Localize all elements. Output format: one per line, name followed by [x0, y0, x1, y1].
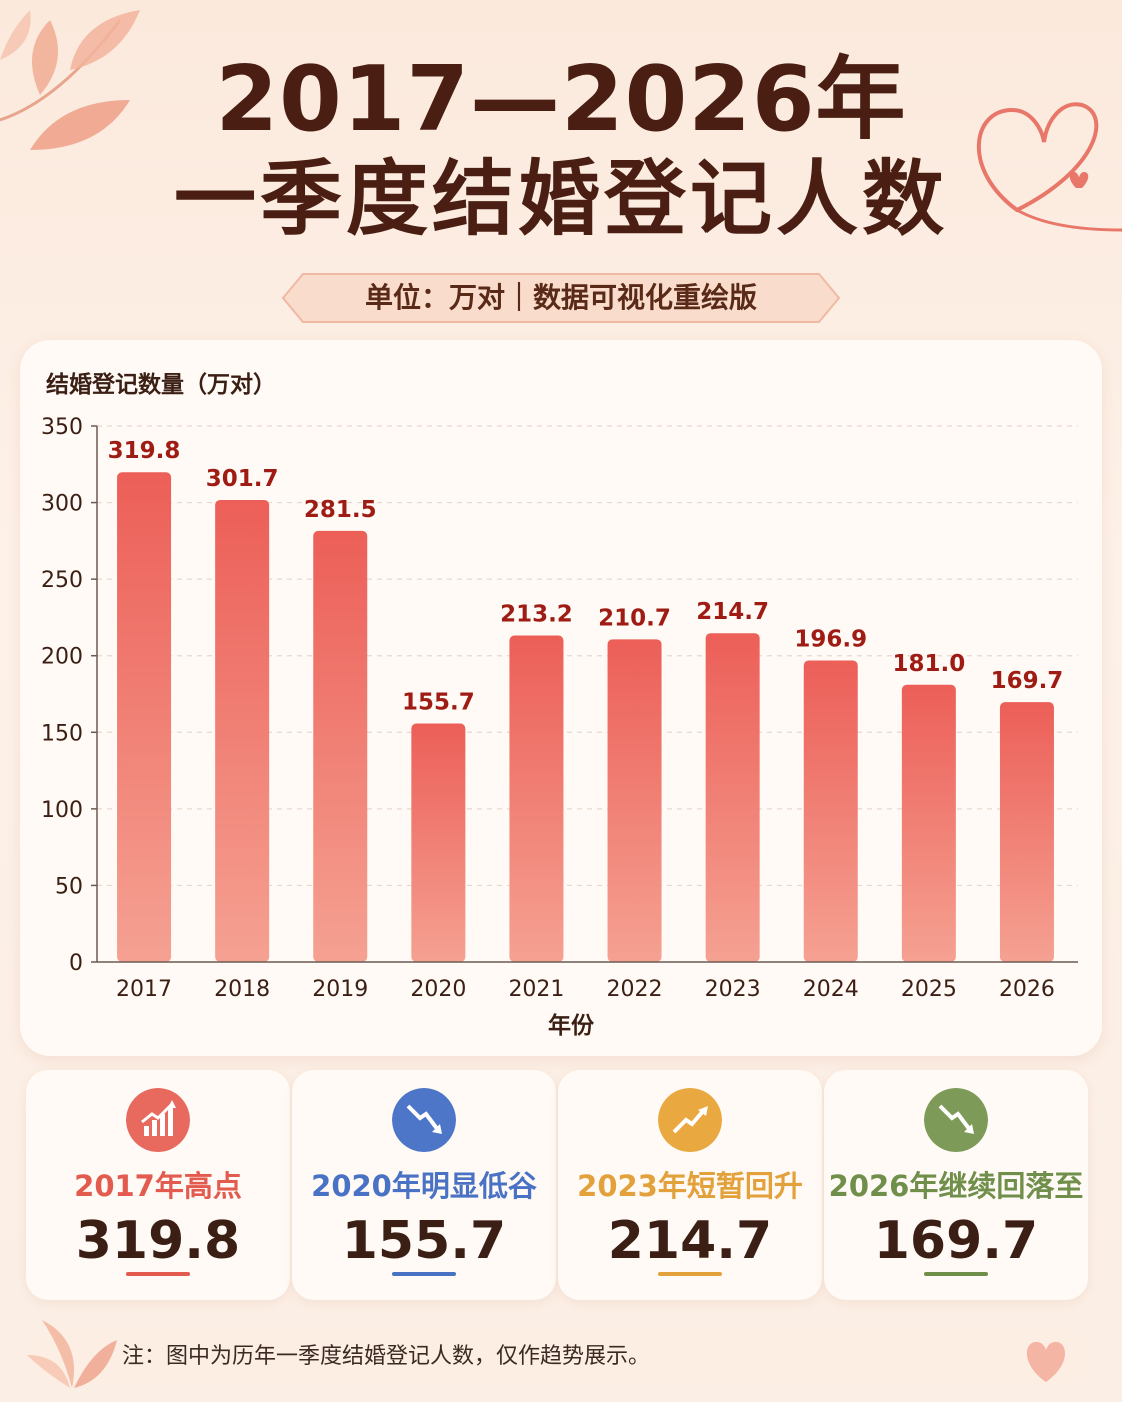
- x-tick-label: 2021: [508, 977, 564, 1002]
- stat-value: 169.7: [873, 1211, 1039, 1271]
- stat-card-peak: 2017年高点 319.8: [26, 1070, 290, 1300]
- stat-card-low: 2020年明显低谷 155.7: [292, 1070, 556, 1300]
- rising-arrow-icon: [658, 1088, 722, 1152]
- bar-value-label: 214.7: [696, 599, 769, 625]
- stat-value: 319.8: [75, 1211, 241, 1271]
- rising-bar-chart-icon: [126, 1088, 190, 1152]
- x-tick-label: 2026: [999, 977, 1055, 1002]
- bar-chart: 结婚登记数量（万对） 年份 319.8 301.7 281.5 155.7 213.2 2…: [41, 371, 1078, 1039]
- bar-value-label: 281.5: [304, 497, 377, 523]
- stat-label: 2017年高点: [74, 1169, 242, 1203]
- bar-value-label: 319.8: [108, 438, 181, 464]
- bar-value-label: 181.0: [892, 651, 965, 677]
- bar-value-label: 213.2: [500, 601, 573, 627]
- stat-label: 2026年继续回落至: [828, 1169, 1084, 1203]
- heart-decoration-icon: [1026, 1341, 1066, 1382]
- bar-value-label: 155.7: [402, 690, 475, 716]
- stat-label: 2020年明显低谷: [311, 1169, 537, 1203]
- chart-card: 结婚登记数量（万对） 年份 319.8 301.7 281.5 155.7 213.2 2…: [20, 340, 1102, 1056]
- leaf-decoration-icon: [0, 10, 140, 150]
- bar-2020: [411, 723, 466, 962]
- footnote-bar: 注：图中为历年一季度结婚登记人数，仅作趋势展示。: [30, 1328, 1092, 1386]
- y-tick-label: 150: [41, 721, 83, 746]
- bar-2017: [117, 472, 172, 962]
- bar-2022: [607, 639, 662, 962]
- x-tick-label: 2020: [410, 977, 466, 1002]
- y-tick-label: 300: [41, 492, 83, 517]
- falling-arrow-icon: [924, 1088, 988, 1152]
- page-title-line1: 2017—2026年: [215, 47, 907, 152]
- bar-2026: [999, 702, 1054, 962]
- x-tick-label: 2022: [607, 977, 663, 1002]
- stat-label: 2023年短暂回升: [577, 1169, 803, 1203]
- stat-underline: [658, 1272, 722, 1276]
- x-tick-label: 2019: [312, 977, 368, 1002]
- stat-value: 214.7: [607, 1211, 773, 1271]
- bar-2018: [215, 499, 270, 962]
- subtitle-ribbon: 单位：万对｜数据可视化重绘版: [281, 272, 841, 324]
- bar-2021: [509, 635, 564, 962]
- stat-underline: [392, 1272, 456, 1276]
- bar-value-label: 301.7: [206, 466, 279, 492]
- subtitle: 单位：万对｜数据可视化重绘版: [364, 281, 757, 314]
- leaf-decoration-icon: [27, 1320, 117, 1388]
- y-tick-label: 100: [41, 798, 83, 823]
- bar-2019: [313, 530, 368, 962]
- falling-arrow-icon: [392, 1088, 456, 1152]
- x-tick-label: 2023: [705, 977, 761, 1002]
- y-tick-label: 200: [41, 645, 83, 670]
- x-tick-label: 2025: [901, 977, 957, 1002]
- heart-decoration-icon: [976, 102, 1122, 232]
- stat-value: 155.7: [341, 1211, 507, 1271]
- y-axis-title: 结婚登记数量（万对）: [46, 371, 276, 398]
- stat-card-rebound: 2023年短暂回升 214.7: [558, 1070, 822, 1300]
- footnote: 注：图中为历年一季度结婚登记人数，仅作趋势展示。: [122, 1344, 651, 1369]
- y-tick-label: 250: [41, 568, 83, 593]
- x-tick-label: 2024: [803, 977, 859, 1002]
- bar-2023: [705, 633, 760, 962]
- bar-2024: [803, 660, 858, 962]
- y-tick-label: 50: [55, 874, 83, 899]
- x-tick-label: 2018: [214, 977, 270, 1002]
- bar-2025: [901, 684, 956, 962]
- stat-underline: [924, 1272, 988, 1276]
- y-tick-label: 0: [69, 951, 83, 976]
- page-title-line2: 一季度结婚登记人数: [173, 152, 948, 247]
- bar-value-label: 169.7: [991, 668, 1064, 694]
- bar-value-label: 196.9: [794, 626, 867, 652]
- stat-card-decline: 2026年继续回落至 169.7: [824, 1070, 1088, 1300]
- y-tick-label: 350: [41, 415, 83, 440]
- bar-value-label: 210.7: [598, 605, 671, 631]
- x-axis-title: 年份: [548, 1012, 595, 1039]
- x-tick-label: 2017: [116, 977, 172, 1002]
- stat-underline: [126, 1272, 190, 1276]
